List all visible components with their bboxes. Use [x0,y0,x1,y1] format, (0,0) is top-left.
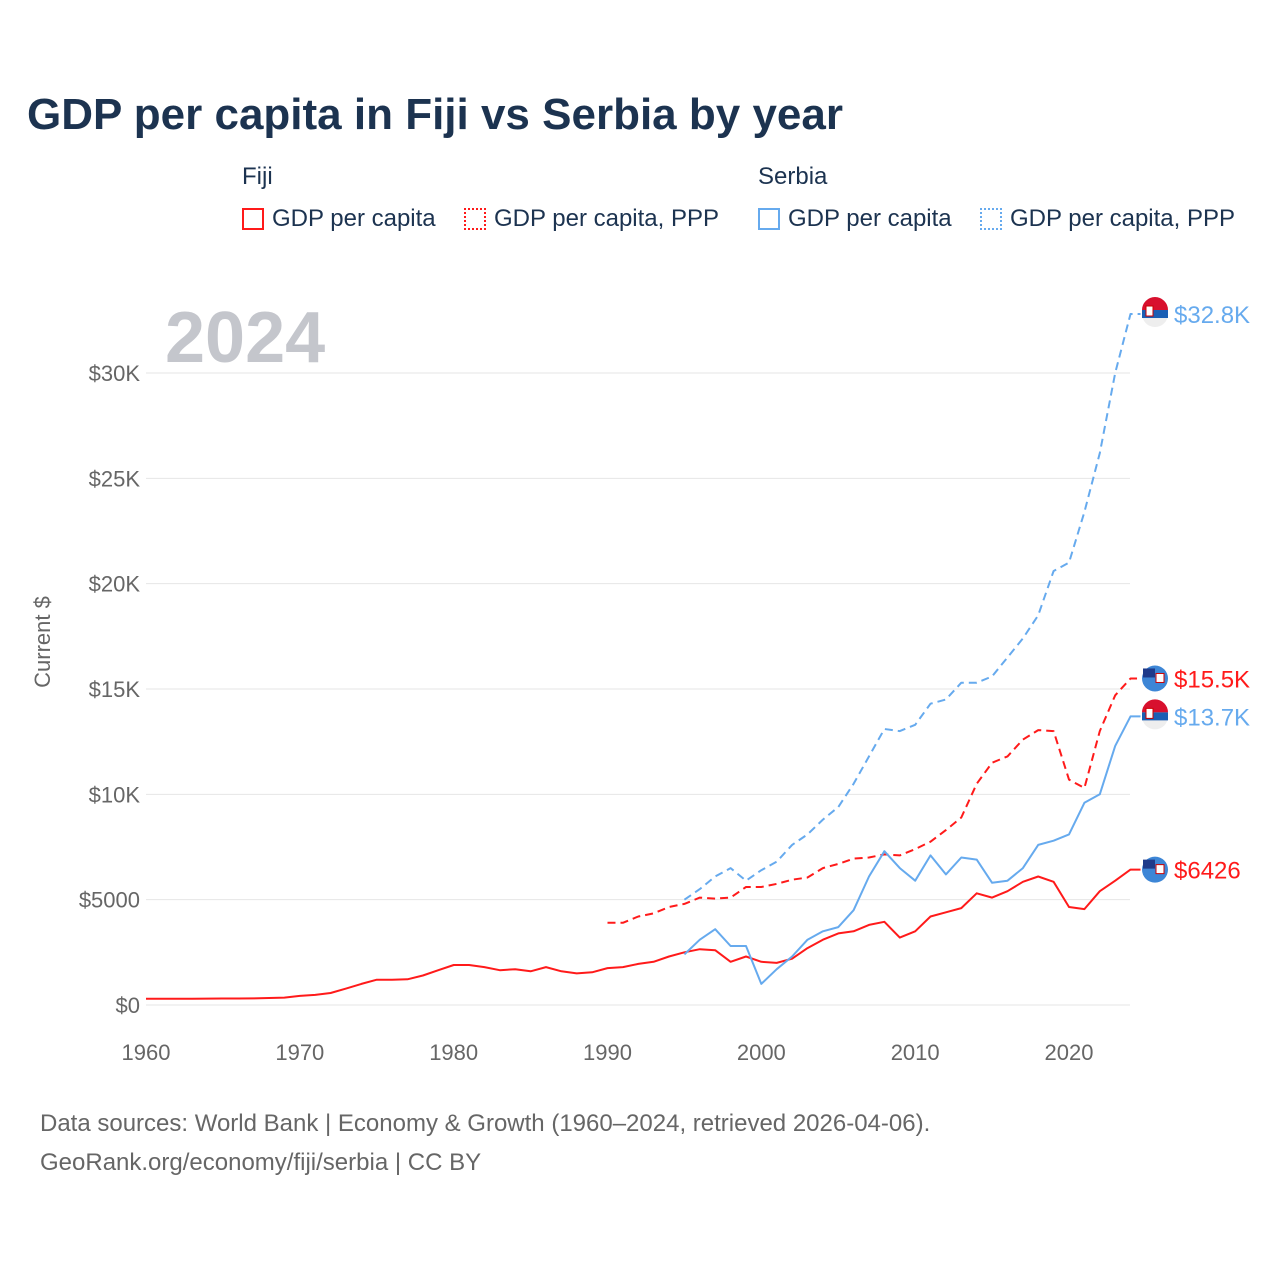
serbia-flag-icon [1142,297,1168,328]
fiji-flag-icon [1142,856,1168,883]
y-tick-label: $30K [89,361,141,386]
series-line-serbia-gdp-per-capita-ppp [683,313,1141,901]
end-value-label: $13.7K [1174,704,1250,731]
legend-serbia-gdp[interactable]: GDP per capita [758,205,952,233]
end-value-label: $32.8K [1174,302,1250,329]
legend-fiji-gdp[interactable]: GDP per capita [242,205,436,233]
end-value-label: $6426 [1174,858,1241,885]
y-tick-label: $0 [116,993,140,1018]
legend-group-serbia: Serbia [758,163,828,190]
x-tick-label: 2010 [891,1040,940,1065]
y-tick-label: $10K [89,782,141,807]
footer-link[interactable]: GeoRank.org/economy/fiji/serbia | CC BY [40,1149,482,1176]
series-line-fiji-gdp-per-capita-ppp [607,677,1141,924]
legend-label: GDP per capita, PPP [494,205,719,232]
legend-fiji-ppp[interactable]: GDP per capita, PPP [464,205,719,233]
legend-swatch-dotted [464,208,486,230]
x-tick-label: 1980 [429,1040,478,1065]
fiji-flag-icon [1142,665,1168,692]
x-tick-label: 1970 [275,1040,324,1065]
y-tick-label: $5000 [79,888,140,913]
legend-group-fiji: Fiji [242,163,273,190]
legend-label: GDP per capita [788,205,952,232]
end-value-label: $15.5K [1174,666,1250,693]
y-tick-label: $25K [89,466,141,491]
footer-sources: Data sources: World Bank | Economy & Gro… [40,1110,931,1137]
serbia-flag-icon [1142,699,1168,730]
y-tick-label: $15K [89,677,141,702]
chart-title: GDP per capita in Fiji vs Serbia by year [27,90,843,139]
x-tick-label: 2000 [737,1040,786,1065]
x-tick-label: 2020 [1045,1040,1094,1065]
legend-label: GDP per capita [272,205,436,232]
y-axis-label: Current $ [30,596,55,688]
legend-swatch-solid [758,208,780,230]
legend-swatch-dotted [980,208,1002,230]
series-line-serbia-gdp-per-capita [683,715,1141,985]
x-tick-label: 1990 [583,1040,632,1065]
legend-label: GDP per capita, PPP [1010,205,1235,232]
legend-swatch-solid [242,208,264,230]
x-tick-label: 1960 [122,1040,171,1065]
year-watermark: 2024 [165,298,325,378]
y-tick-label: $20K [89,572,141,597]
legend-serbia-ppp[interactable]: GDP per capita, PPP [980,205,1235,233]
series-line-fiji-gdp-per-capita [146,868,1141,1000]
